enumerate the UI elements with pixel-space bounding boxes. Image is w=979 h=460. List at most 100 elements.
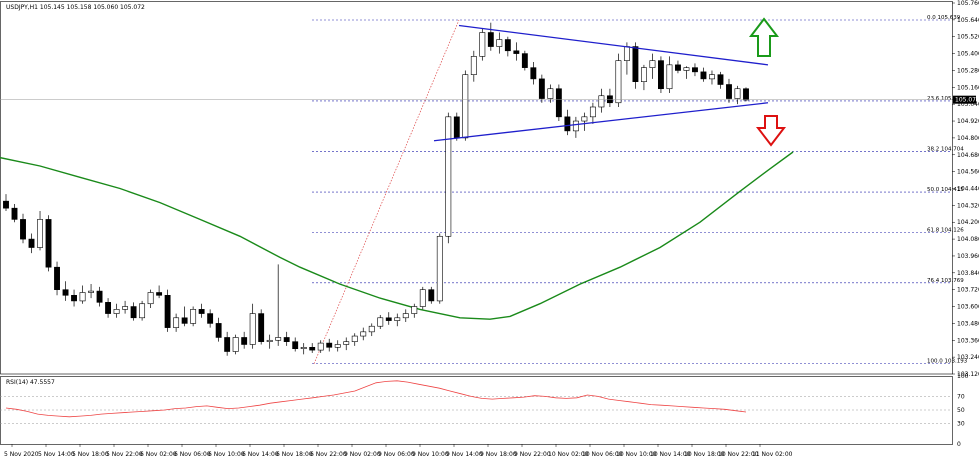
fib-level-label: 76.4 103.769: [927, 278, 964, 284]
bearish-candle-body: [54, 266, 60, 290]
candle: [207, 309, 214, 328]
candle: [615, 53, 622, 107]
bullish-candle-body: [88, 290, 94, 293]
candle: [181, 306, 188, 327]
bearish-candle-body: [538, 78, 545, 99]
bullish-candle-body: [79, 292, 86, 302]
bullish-candle-body: [640, 67, 647, 82]
price-tick-label: 104.440: [957, 186, 979, 193]
rsi-frame-border: [0, 376, 953, 445]
candle: [666, 56, 673, 93]
candle: [309, 343, 316, 353]
candle: [300, 343, 307, 355]
candle: [487, 22, 494, 51]
candle: [122, 300, 129, 314]
rsi-tick-label: 70: [957, 393, 965, 400]
candlesticks: [3, 22, 749, 356]
price-tick-label: 105.760: [957, 0, 979, 7]
bullish-candle-body: [436, 235, 443, 302]
bullish-candle-body: [649, 60, 656, 68]
fib-level-label: 50.0 104.415: [927, 187, 964, 193]
bearish-candle-body: [3, 200, 9, 209]
bullish-candle-body: [275, 337, 282, 341]
time-tick-label: 10 Nov 06:00: [582, 451, 623, 458]
fib-level-label: 0.0 105.639: [927, 15, 961, 21]
ma-line: [0, 151, 794, 320]
price-tick-label: 105.040: [957, 101, 979, 108]
bearish-candle-body: [224, 337, 231, 352]
bearish-candle-body: [20, 219, 26, 240]
candle: [292, 337, 299, 352]
candle: [640, 64, 647, 91]
bearish-candle-body: [45, 219, 52, 268]
bullish-candle-body: [300, 346, 307, 350]
price-tick-label: 105.400: [957, 51, 979, 58]
rsi-tick-label: 50: [957, 407, 965, 414]
time-tick-label: 10 Nov 14:00: [650, 451, 691, 458]
time-tick-label: 9 Nov 14:00: [446, 451, 483, 458]
bullish-candle-body: [581, 116, 588, 122]
time-tick-label: 10 Nov 10:00: [616, 451, 657, 458]
price-tick-label: 105.160: [957, 84, 979, 91]
bullish-candle-body: [232, 337, 239, 352]
candle: [317, 340, 324, 353]
fib-level-label: 23.6 105.063: [927, 96, 964, 102]
bullish-candle-body: [615, 60, 622, 104]
bearish-candle-body: [241, 337, 248, 345]
price-tick-label: 103.720: [957, 287, 979, 294]
bullish-candle-body: [37, 219, 43, 248]
price-tick-label: 103.960: [957, 253, 979, 260]
price-tick-label: 103.240: [957, 354, 979, 361]
bearish-candle-body: [258, 313, 265, 342]
bullish-candle-body: [683, 67, 690, 71]
bearish-candle-body: [632, 46, 639, 82]
candle: [71, 289, 77, 307]
bearish-candle-body: [105, 302, 112, 314]
bearish-candle-body: [675, 64, 681, 71]
bullish-candle-body: [462, 74, 469, 139]
candle: [445, 112, 452, 244]
candle: [547, 84, 554, 103]
candle: [3, 194, 9, 211]
candle: [351, 333, 358, 346]
candle: [28, 233, 35, 254]
candle: [11, 203, 18, 223]
candle: [717, 71, 724, 89]
time-tick-label: 5 Nov 18:00: [72, 451, 109, 458]
time-tick-label: 9 Nov 10:00: [412, 451, 449, 458]
down-arrow-icon: [755, 115, 787, 147]
candle: [62, 281, 69, 301]
price-tick-label: 105.280: [957, 67, 979, 74]
bearish-candle-body: [717, 74, 724, 85]
time-tick-label: 5 Nov 22:00: [106, 451, 143, 458]
time-tick-label: 5 Nov 2020: [4, 451, 39, 458]
price-tick-label: 103.840: [957, 270, 979, 277]
bullish-candle-body: [419, 289, 426, 307]
candle: [266, 334, 273, 349]
candle: [538, 74, 545, 103]
candle: [249, 303, 256, 349]
candle: [734, 85, 741, 105]
bearish-candle-body: [385, 317, 392, 321]
candle: [436, 233, 443, 304]
candle: [692, 63, 698, 77]
candle: [173, 313, 180, 332]
time-tick-label: 9 Nov 02:00: [344, 451, 381, 458]
price-tick-label: 104.680: [957, 152, 979, 159]
bullish-candle-body: [190, 309, 197, 324]
bullish-candle-body: [266, 339, 273, 342]
bullish-candle-body: [470, 56, 477, 75]
bullish-candle-body: [709, 74, 715, 80]
time-tick-label: 10 Nov 18:00: [684, 451, 725, 458]
candle: [283, 331, 290, 346]
candle: [453, 112, 460, 141]
bullish-candle-body: [479, 32, 486, 57]
candle: [215, 317, 222, 342]
bearish-candle-body: [726, 84, 732, 99]
bullish-candle-body: [598, 95, 605, 108]
rsi-line: [5, 380, 747, 418]
bullish-candle-body: [351, 335, 358, 342]
time-tick-label: 9 Nov 22:00: [514, 451, 551, 458]
price-tick-label: 103.600: [957, 304, 979, 311]
